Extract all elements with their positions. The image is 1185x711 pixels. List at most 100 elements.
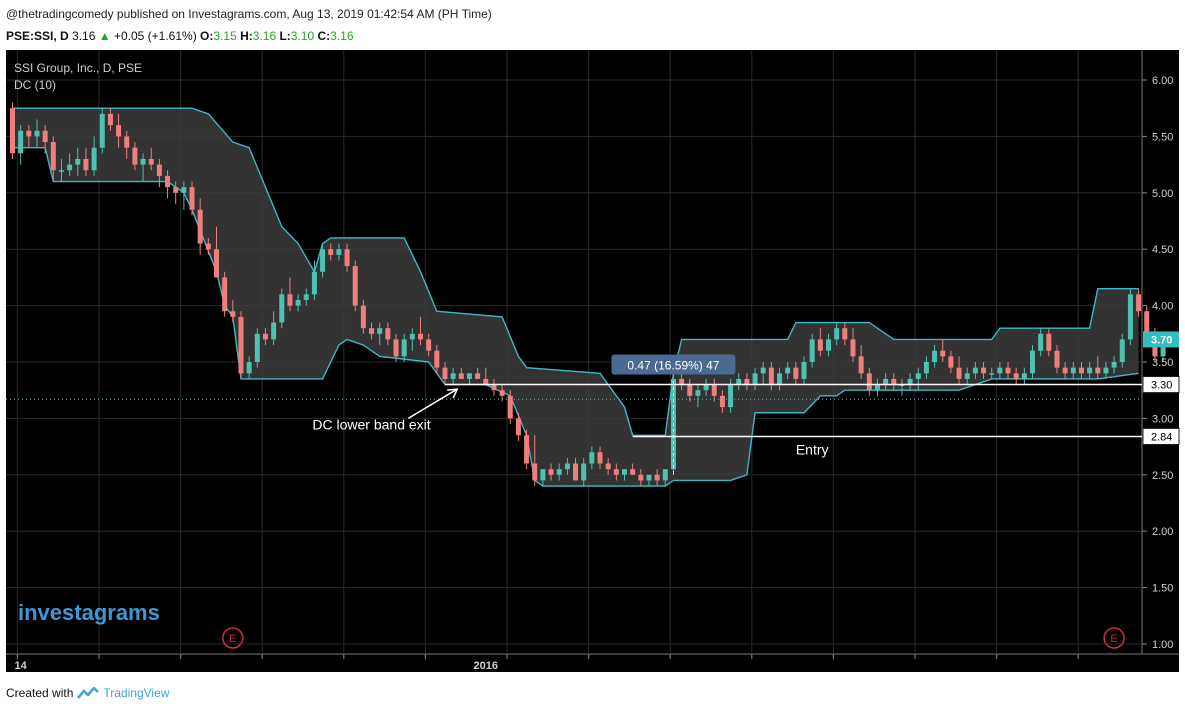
candle-body [638, 474, 644, 481]
candle [91, 136, 97, 176]
candle-body [989, 373, 995, 375]
candle [116, 113, 122, 148]
candle [695, 384, 701, 408]
candle [989, 367, 995, 379]
candle-body [99, 113, 105, 148]
candle-body [295, 299, 301, 306]
candle-body [817, 339, 823, 351]
candle-body [842, 328, 848, 340]
candle [703, 378, 709, 396]
candle-body [238, 316, 244, 374]
watermark-logo: investagrams [18, 600, 160, 625]
candle [646, 474, 652, 487]
candle-body [75, 158, 81, 165]
earnings-label: E [1110, 633, 1117, 645]
candle [26, 125, 32, 148]
price-line-tag [1142, 427, 1180, 445]
candle [475, 367, 481, 379]
candle [964, 367, 970, 385]
candle-body [646, 474, 652, 481]
price-axis: 6.00 5.50 5.00 4.50 4.00 3.50 3.00 2.50 2.00 1.50… [1142, 75, 1180, 651]
candle [107, 108, 113, 131]
candle [1103, 362, 1109, 379]
candle [124, 130, 130, 159]
candle-body [401, 339, 407, 357]
candle-body [499, 390, 505, 396]
candle [279, 288, 285, 329]
candle [515, 412, 521, 441]
candle [401, 333, 407, 362]
candle-body [573, 463, 579, 481]
candle-body [695, 390, 701, 396]
candle [907, 373, 913, 391]
candle [891, 373, 897, 391]
candle [189, 181, 195, 216]
candle-body [26, 130, 32, 137]
candle-body [230, 311, 236, 317]
chart-legend: SSI Group, Inc., D, PSE DC (10) investagra… [14, 61, 160, 625]
candle [18, 125, 24, 165]
candle-body [703, 384, 709, 391]
tradingview-brand[interactable]: TradingView [103, 686, 170, 700]
candle-body [507, 395, 513, 419]
candle [1013, 367, 1019, 385]
candle [940, 339, 946, 362]
candle [956, 356, 962, 385]
candle-body [1160, 339, 1166, 357]
candle-body [964, 373, 970, 379]
candle [246, 356, 252, 379]
candle [556, 463, 562, 481]
candle-body [442, 367, 448, 379]
candle-body [1005, 367, 1011, 374]
candle-body [515, 418, 521, 436]
candle [352, 260, 358, 312]
measure-label: 0.47 (16.59%) 47 [627, 359, 719, 373]
candle [238, 311, 244, 379]
candle-body [972, 367, 978, 374]
candle [230, 299, 236, 323]
candle-body [605, 463, 611, 470]
candle [303, 288, 309, 306]
dc-upper-band [12, 107, 1139, 437]
price-chart[interactable]: 0.47 (16.59%) 47 DC lower band exit Entry E… [0, 48, 1185, 674]
y-tick-label: 4.50 [1152, 244, 1173, 256]
candle-body [271, 322, 277, 340]
candle-body [222, 277, 228, 312]
candle-body [1111, 362, 1117, 368]
candle [1038, 328, 1044, 357]
y-tick-label: 1.50 [1152, 583, 1173, 595]
candle-body [736, 378, 742, 385]
up-arrow-icon: ▲ [98, 29, 111, 43]
candle [328, 243, 334, 261]
candle-body [907, 378, 913, 385]
candle-body [458, 373, 464, 379]
candle [573, 457, 579, 481]
candle-body [140, 158, 146, 165]
candle-body [1127, 294, 1133, 340]
candle [344, 243, 350, 272]
candle [1005, 362, 1011, 379]
candle-body [777, 373, 783, 385]
candle [483, 367, 489, 385]
created-with-label: Created with [6, 686, 74, 700]
annotation-arrow [407, 388, 458, 420]
candle [262, 328, 268, 346]
candle [295, 294, 301, 312]
candle-body [83, 158, 89, 171]
candle [214, 226, 219, 278]
candle-body [254, 333, 260, 362]
candle-body [369, 328, 375, 334]
footer: Created with TradingView [6, 686, 169, 700]
candle [360, 299, 366, 334]
price-axis-background [1142, 50, 1179, 654]
candle [923, 356, 929, 379]
candle-body [744, 378, 750, 385]
candle-body [336, 249, 342, 255]
y-tick-label: 5.50 [1152, 131, 1173, 143]
candle [1046, 328, 1052, 357]
candle-body [858, 356, 864, 374]
candle [613, 463, 619, 481]
candle-body [687, 384, 693, 396]
annotation-text: Entry [796, 441, 829, 457]
candle [883, 373, 889, 391]
